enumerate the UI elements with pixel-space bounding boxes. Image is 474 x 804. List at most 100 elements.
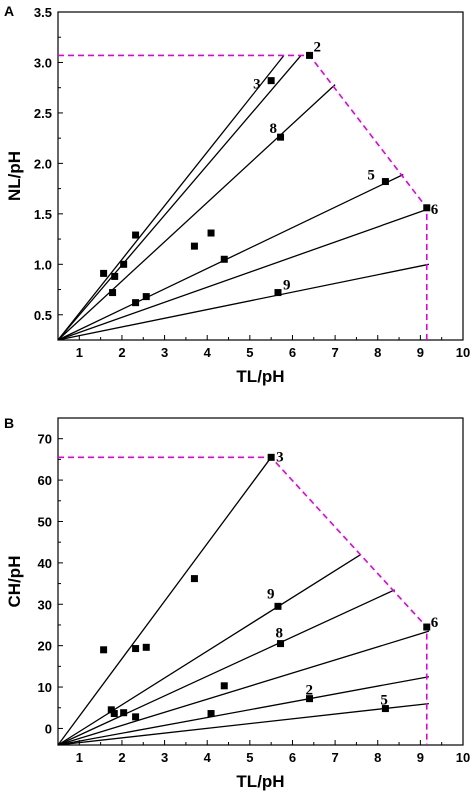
point-label: 2 [306, 683, 314, 699]
regression-line [57, 54, 302, 341]
data-point [132, 645, 140, 653]
plot-frame [57, 11, 464, 341]
data-point [381, 705, 389, 713]
data-point [207, 710, 215, 718]
x-tick-label: 5 [246, 750, 253, 765]
point-label: 3 [253, 77, 261, 93]
regression-line [57, 173, 404, 341]
panel-a: 1 2 3 4 5 6 7 8 9 10 0.5 1.0 1.5 2.0 2.5 3.0 3.5 TL/pH NL/… [4, 3, 470, 386]
plot-frame [57, 417, 464, 746]
data-point [267, 453, 275, 461]
x-tick-label: 5 [246, 345, 253, 360]
point-label: 8 [276, 626, 284, 642]
point-label: 3 [276, 449, 284, 465]
x-tick-label: 10 [456, 345, 470, 360]
y-tick-label: 20 [38, 639, 52, 654]
data-point [306, 695, 314, 703]
panel-label: B [4, 415, 14, 431]
data-point [267, 77, 275, 85]
data-point [220, 682, 228, 690]
regression-line [57, 676, 430, 746]
point-label: 9 [283, 278, 291, 294]
data-point [274, 289, 282, 297]
x-tick-label: 4 [204, 750, 212, 765]
y-tick-label: 10 [38, 680, 52, 695]
data-point [381, 178, 389, 186]
data-point [110, 710, 118, 718]
data-point [100, 646, 108, 654]
y-tick-label: 0 [45, 721, 52, 736]
data-point [274, 602, 282, 610]
x-tick-label: 2 [118, 750, 125, 765]
data-point [306, 51, 314, 59]
y-tick-label: 1.5 [34, 207, 52, 222]
x-tick-label: 4 [204, 345, 212, 360]
data-point [107, 706, 115, 714]
data-point [277, 640, 285, 648]
point-label: 6 [431, 202, 439, 218]
regression-line [57, 702, 429, 746]
data-point [277, 133, 285, 141]
y-tick-label: 40 [38, 556, 52, 571]
guide-line [58, 54, 428, 340]
y-tick-label: 3.5 [34, 5, 52, 20]
point-label: 8 [270, 121, 278, 137]
regression-line [57, 589, 396, 746]
x-tick-label: 8 [374, 750, 381, 765]
y-tick-label: 3.0 [34, 55, 52, 70]
x-tick-label: 7 [331, 345, 338, 360]
point-label: 5 [380, 693, 388, 709]
data-point [423, 623, 431, 631]
x-tick-label: 1 [76, 345, 83, 360]
regression-line [57, 630, 430, 746]
y-tick-label: 60 [38, 473, 52, 488]
data-point [109, 289, 117, 297]
data-point [132, 231, 140, 239]
point-label: 9 [267, 586, 275, 602]
x-tick-label: 2 [118, 345, 125, 360]
data-point [132, 713, 140, 721]
data-point [142, 643, 150, 651]
point-label: 5 [367, 168, 375, 184]
data-point [190, 242, 198, 250]
data-point [100, 269, 108, 277]
y-tick-label: 1.0 [34, 257, 52, 272]
x-axis-title: TL/pH [236, 367, 284, 386]
y-tick-label: 70 [38, 432, 52, 447]
x-tick-label: 8 [374, 345, 381, 360]
x-tick-label: 7 [331, 750, 338, 765]
x-tick-label: 6 [289, 750, 296, 765]
x-tick-label: 3 [161, 750, 168, 765]
data-point [142, 293, 150, 301]
point-label: 2 [314, 39, 322, 55]
regression-line [57, 84, 336, 341]
data-point [120, 260, 128, 268]
x-tick-label: 6 [289, 345, 296, 360]
y-axis-title: CH/pH [5, 556, 24, 608]
panel-b: 1 2 3 4 5 6 7 8 9 10 0 10 20 30 40 50 60 70 TL/pH CH/pH B 3 9 8… [4, 415, 470, 791]
regression-line [57, 263, 430, 341]
point-label: 6 [431, 615, 439, 631]
y-axis-title: NL/pH [5, 151, 24, 201]
x-tick-label: 3 [161, 345, 168, 360]
x-tick-label: 10 [456, 750, 470, 765]
y-tick-label: 50 [38, 514, 52, 529]
x-tick-label: 9 [417, 345, 424, 360]
data-point [190, 575, 198, 583]
data-point [423, 204, 431, 212]
regression-line [57, 456, 272, 746]
x-tick-label: 9 [417, 750, 424, 765]
regression-line [57, 54, 285, 341]
data-point [207, 229, 215, 237]
data-point [220, 255, 228, 263]
data-point [120, 709, 128, 717]
regression-line [57, 208, 430, 341]
data-point [111, 272, 119, 280]
data-point [132, 299, 140, 307]
guide-line [58, 456, 428, 745]
y-tick-label: 0.5 [34, 308, 52, 323]
y-tick-label: 2.5 [34, 106, 52, 121]
x-axis-title: TL/pH [236, 772, 284, 791]
y-tick-label: 30 [38, 597, 52, 612]
